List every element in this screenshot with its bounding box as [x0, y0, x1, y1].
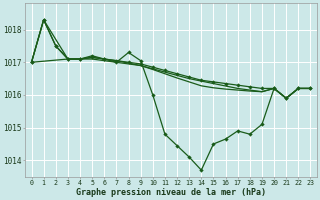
X-axis label: Graphe pression niveau de la mer (hPa): Graphe pression niveau de la mer (hPa): [76, 188, 266, 197]
